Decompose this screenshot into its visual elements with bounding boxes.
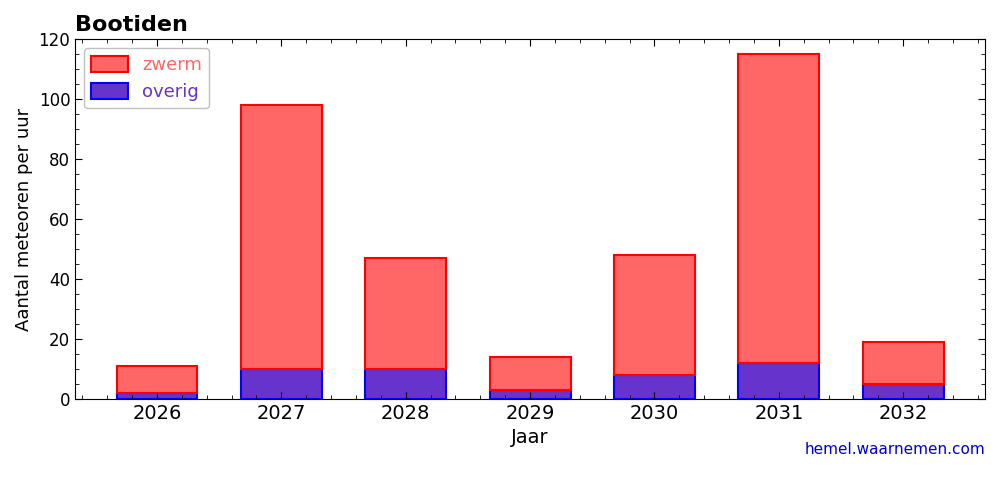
Legend: zwerm, overig: zwerm, overig: [84, 48, 209, 108]
Bar: [241, 369, 322, 399]
Text: hemel.waarnemen.com: hemel.waarnemen.com: [804, 442, 985, 457]
Bar: [738, 54, 819, 363]
Y-axis label: Aantal meteoren per uur: Aantal meteoren per uur: [15, 108, 33, 330]
Bar: [490, 357, 571, 390]
Bar: [614, 375, 695, 399]
Text: Bootiden: Bootiden: [75, 15, 188, 35]
Bar: [863, 384, 944, 399]
Bar: [365, 369, 446, 399]
Bar: [738, 363, 819, 399]
Bar: [490, 390, 571, 399]
Bar: [117, 366, 197, 393]
Bar: [117, 393, 197, 399]
X-axis label: Jaar: Jaar: [511, 428, 549, 447]
Bar: [365, 258, 446, 369]
Bar: [863, 342, 944, 384]
Bar: [614, 255, 695, 375]
Bar: [241, 105, 322, 369]
